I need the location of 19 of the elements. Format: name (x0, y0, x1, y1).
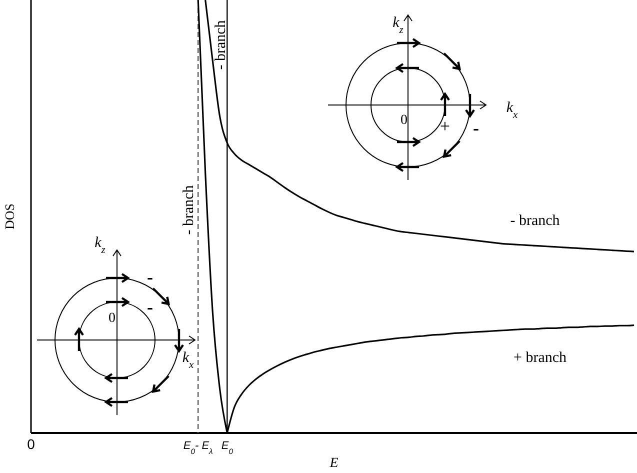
x-axis-title: E (328, 456, 339, 471)
x-tick-label: E$_{0}$ (221, 440, 234, 456)
y-axis-title: DOS (2, 203, 17, 230)
annotation: k$_{x}$ (506, 100, 518, 120)
annotation: 0 (400, 113, 408, 128)
x-tick-label: E$_{0}$- E$_{λ}$ (183, 440, 214, 456)
annotation: k$_{z}$ (392, 15, 404, 36)
annotation: - (473, 118, 479, 138)
annotation: k$_{x}$ (182, 350, 194, 370)
annotation: - branch (213, 20, 230, 70)
annotation: k$_{z}$ (94, 235, 106, 256)
annotation: - (147, 267, 153, 287)
annotation: - branch (510, 213, 560, 229)
x-tick-label: 0 (27, 436, 36, 452)
annotation: + branch (513, 350, 568, 366)
annotation: - branch (181, 184, 198, 235)
annotation: - (147, 297, 153, 317)
annotation: 0 (108, 311, 116, 326)
annotation: + (440, 116, 450, 136)
